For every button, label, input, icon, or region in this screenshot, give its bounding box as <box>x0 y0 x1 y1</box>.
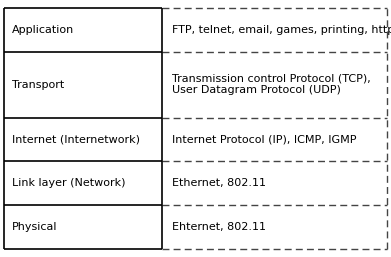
Text: Physical: Physical <box>12 222 57 232</box>
Text: FTP, telnet, email, games, printing, http: FTP, telnet, email, games, printing, htt… <box>172 25 391 35</box>
Text: Ehternet, 802.11: Ehternet, 802.11 <box>172 222 266 232</box>
Text: Internet (Internetwork): Internet (Internetwork) <box>12 134 140 144</box>
Text: Link layer (Network): Link layer (Network) <box>12 178 125 188</box>
Text: Transmission control Protocol (TCP),
User Datagram Protocol (UDP): Transmission control Protocol (TCP), Use… <box>172 74 371 95</box>
Text: Application: Application <box>12 25 74 35</box>
Text: Internet Protocol (IP), ICMP, IGMP: Internet Protocol (IP), ICMP, IGMP <box>172 134 357 144</box>
Text: Ethernet, 802.11: Ethernet, 802.11 <box>172 178 266 188</box>
Text: Transport: Transport <box>12 80 64 90</box>
